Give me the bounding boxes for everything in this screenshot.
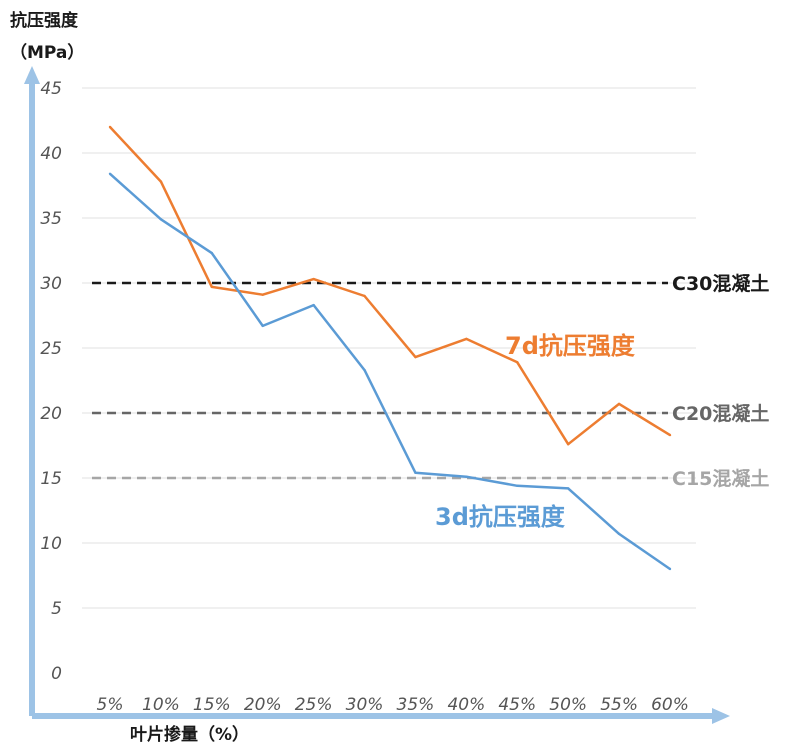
x-tick-label: 40% [447, 695, 485, 715]
data-point [159, 180, 163, 183]
data-point [159, 218, 163, 221]
y-tick-label: 20 [40, 404, 62, 424]
data-point [363, 368, 366, 372]
data-point [210, 285, 214, 289]
data-point [617, 532, 621, 536]
data-point [465, 337, 468, 341]
y-tick-label: 35 [40, 209, 62, 229]
reference-line-label: C30混凝土 [672, 272, 769, 295]
data-point [617, 402, 621, 406]
x-tick-label: 60% [651, 695, 689, 715]
reference-line-label: C20混凝土 [672, 402, 769, 425]
y-axis-arrow [24, 66, 40, 84]
y-tick-label: 10 [40, 534, 62, 554]
data-point [261, 293, 264, 296]
data-point [566, 487, 570, 490]
y-tick-label: 25 [40, 339, 62, 359]
data-point [108, 125, 112, 129]
x-tick-label: 55% [600, 695, 638, 715]
data-point [668, 567, 672, 571]
data-point [414, 471, 417, 474]
data-point [108, 172, 112, 175]
y-tick-label: 15 [40, 469, 62, 489]
x-tick-label: 25% [295, 695, 333, 715]
x-tick-label: 5% [97, 695, 124, 715]
reference-line-label: C15混凝土 [672, 467, 769, 490]
data-point [210, 251, 214, 255]
series-line [109, 126, 671, 446]
series-label: 7d抗压强度 [505, 332, 636, 360]
data-point [668, 433, 672, 437]
data-point [312, 277, 315, 281]
x-tick-label: 35% [397, 695, 435, 715]
series-line [109, 172, 671, 571]
y-tick-label: 45 [40, 79, 62, 99]
data-point [414, 355, 417, 359]
y-tick-label: 40 [40, 144, 62, 164]
data-point [516, 361, 519, 364]
data-point [465, 475, 468, 478]
y-tick-label: 5 [51, 599, 62, 619]
data-point [261, 324, 264, 328]
series-label: 3d抗压强度 [435, 503, 566, 531]
x-tick-label: 45% [498, 695, 536, 715]
data-point [516, 484, 519, 487]
data-point [312, 303, 315, 307]
x-tick-label: 10% [142, 695, 180, 715]
x-axis-title: 叶片掺量（%） [130, 725, 250, 745]
x-tick-label: 20% [244, 695, 282, 715]
data-point [363, 294, 366, 298]
y-axis-title-line1: 抗压强度 [10, 11, 78, 31]
y-tick-label: 30 [40, 274, 62, 294]
y-axis-title-line2: （MPa） [10, 43, 85, 63]
x-tick-label: 30% [346, 695, 384, 715]
x-tick-label: 50% [549, 695, 587, 715]
x-axis-arrow [712, 708, 730, 724]
x-tick-label: 15% [193, 695, 231, 715]
data-point [566, 443, 570, 446]
y-tick-label: 0 [51, 664, 62, 684]
